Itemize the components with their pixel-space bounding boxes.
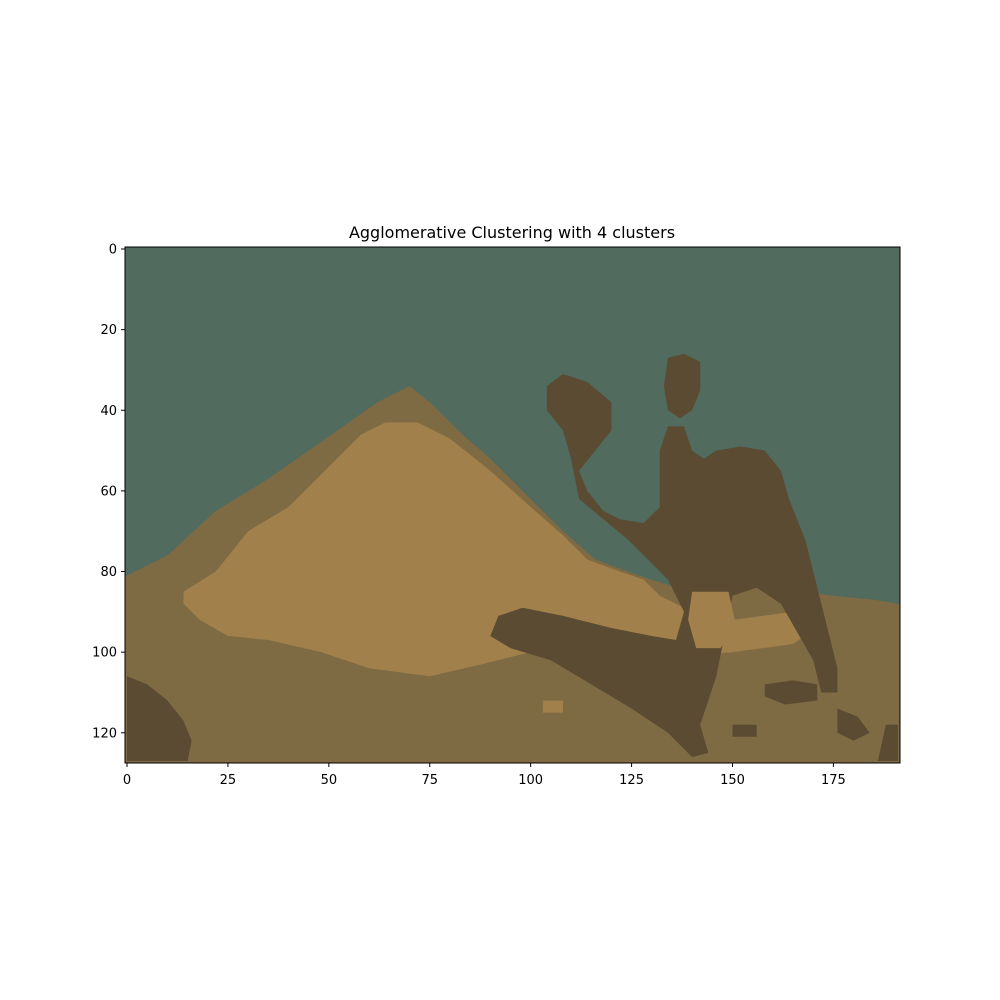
y-tick-label: 40: [100, 404, 117, 419]
x-tick-label: 100: [518, 773, 543, 788]
y-tick-label: 120: [92, 726, 117, 741]
cluster-region-dark-spot: [764, 680, 818, 705]
x-tick-label: 50: [321, 773, 338, 788]
y-axis: 0 20 40 60 80 100 120: [92, 243, 125, 741]
x-tick-label: 150: [720, 773, 745, 788]
x-tick-label: 125: [619, 773, 644, 788]
x-tick-label: 75: [421, 773, 438, 788]
cluster-region-dark-spot: [837, 708, 870, 741]
plot-frame: [124, 246, 901, 764]
cluster-region-dark-left: [127, 676, 192, 761]
cluster-region-sand-spot: [542, 700, 563, 713]
x-axis: 0 25 50 75 100 125 150 175: [123, 763, 846, 788]
chart-title: Agglomerative Clustering with 4 clusters: [349, 223, 675, 242]
clustered-image: [125, 247, 900, 763]
cluster-region-camel: [490, 374, 838, 757]
cluster-region-bright-sand: [183, 422, 822, 677]
x-tick-label: 25: [220, 773, 237, 788]
y-tick-label: 60: [100, 484, 117, 499]
cluster-region-dark-right: [877, 724, 898, 761]
cluster-region-dark-spot: [732, 724, 757, 737]
cluster-region-rider: [663, 353, 701, 419]
y-tick-label: 80: [100, 565, 117, 580]
x-tick-label: 175: [821, 773, 846, 788]
y-tick-label: 0: [109, 243, 117, 258]
y-tick-label: 20: [100, 323, 117, 338]
y-tick-label: 100: [92, 646, 117, 661]
x-tick-label: 0: [123, 773, 131, 788]
cluster-region-sand-spot: [688, 591, 737, 649]
